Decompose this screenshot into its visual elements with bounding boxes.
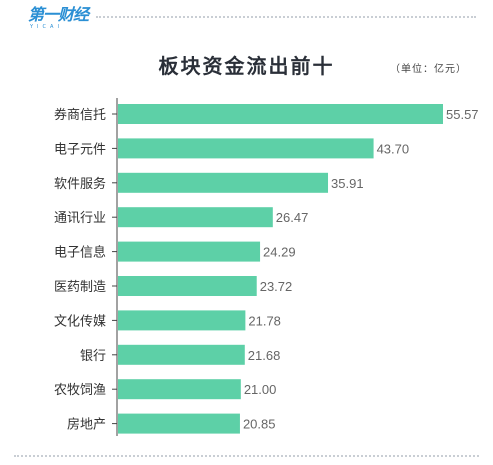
category-label: 农牧饲渔 <box>54 383 106 398</box>
footer-divider <box>14 455 479 457</box>
category-label: 电子信息 <box>54 245 106 261</box>
value-label: 35.91 <box>331 176 364 191</box>
category-label: 房地产 <box>67 417 106 433</box>
category-label: 软件服务 <box>54 176 106 192</box>
bar <box>118 276 257 296</box>
bar <box>118 207 273 228</box>
value-label: 43.70 <box>377 141 410 156</box>
header-divider <box>96 16 476 18</box>
category-label: 银行 <box>80 349 106 364</box>
value-label: 23.72 <box>260 279 293 294</box>
logo-wordmark: 第一财经 <box>28 5 89 24</box>
category-label: 券商信托 <box>54 107 106 123</box>
value-label: 21.78 <box>248 313 281 328</box>
unit-note: （单位：亿元） <box>390 64 467 75</box>
logo-subtext: YICAI <box>30 24 63 30</box>
bar <box>118 104 443 124</box>
value-label: 26.47 <box>276 210 309 225</box>
category-label: 医药制造 <box>54 280 106 295</box>
bar <box>118 344 245 365</box>
bar <box>118 172 329 193</box>
bar <box>118 310 246 331</box>
yicai-logo: 第一财经 YICAI <box>28 5 89 32</box>
category-label: 文化传媒 <box>54 314 106 329</box>
value-label: 24.29 <box>263 245 296 260</box>
bar <box>118 241 261 262</box>
value-label: 20.85 <box>243 417 276 432</box>
bar <box>118 413 240 434</box>
category-label: 电子元件 <box>54 142 106 157</box>
chart-title: 板块资金流出前十 <box>158 54 335 78</box>
value-label: 21.68 <box>248 348 281 363</box>
category-label: 通讯行业 <box>54 211 106 226</box>
bar <box>118 138 374 159</box>
bar <box>118 379 241 400</box>
value-label: 21.00 <box>244 382 277 397</box>
value-label: 55.57 <box>446 107 479 122</box>
